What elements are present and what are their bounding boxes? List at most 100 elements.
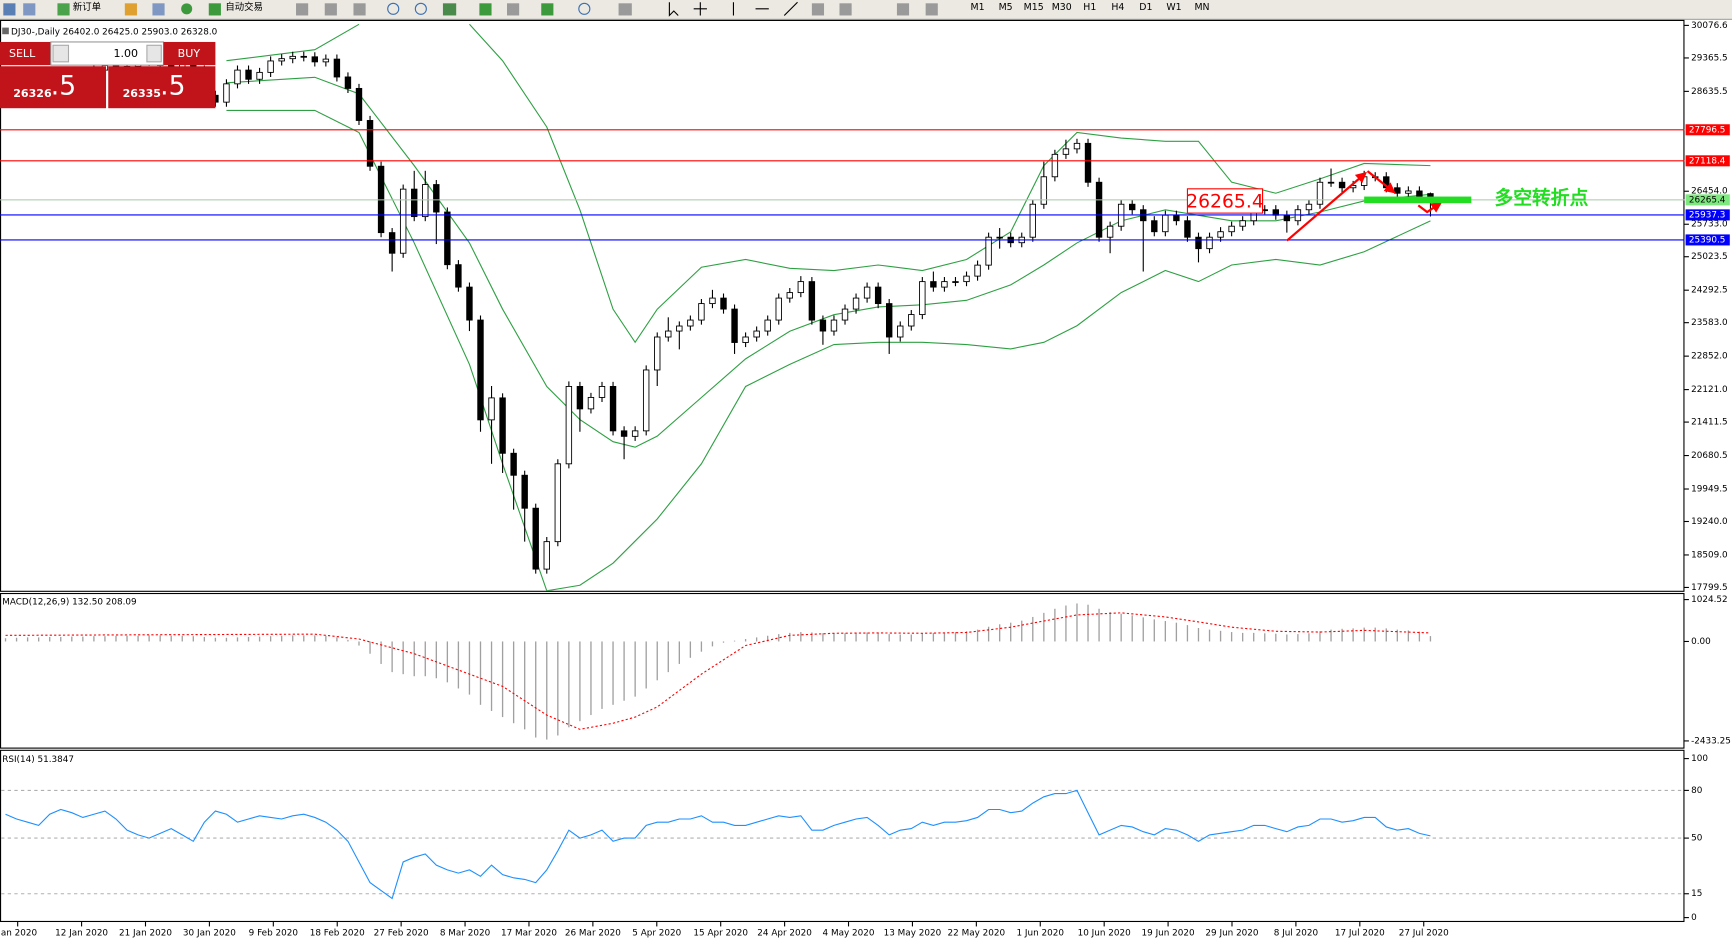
candle-body <box>223 83 230 103</box>
candle-body <box>1106 225 1114 238</box>
x-tick-label: 29 Jun 2020 <box>1205 929 1258 939</box>
candle-body <box>1316 181 1324 205</box>
sell-label[interactable]: SELL <box>9 47 36 60</box>
candle-body <box>687 319 694 327</box>
volume-spinner[interactable] <box>146 44 162 63</box>
candle-body <box>1095 181 1103 238</box>
toolbar-icon[interactable] <box>124 3 137 16</box>
level-label: 27796.5 <box>1689 125 1726 135</box>
date-axis: Jan 2020 12 Jan 2020 21 Jan 2020 30 Jan 202… <box>0 922 1449 939</box>
candle-body <box>1283 214 1291 222</box>
x-tick-label: 27 Jul 2020 <box>1399 929 1449 939</box>
toolbar-icon[interactable] <box>839 3 852 16</box>
crosshair-icon[interactable] <box>693 2 707 16</box>
toolbar <box>0 0 1732 19</box>
toolbar-icon[interactable] <box>442 3 457 16</box>
timeframe-button[interactable]: M5 <box>999 2 1013 13</box>
y-tick-label: 29365.5 <box>1691 53 1728 63</box>
sell-price[interactable]: 26326 <box>13 87 52 100</box>
auto-trading-icon[interactable] <box>208 3 221 16</box>
price-callout-box <box>1186 188 1264 214</box>
toolbar-icon[interactable] <box>296 3 309 16</box>
toolbar-icon[interactable] <box>811 3 825 16</box>
level-label-box <box>1685 234 1730 246</box>
sell-button[interactable] <box>0 41 51 66</box>
y-tick-label: 20680.5 <box>1691 451 1728 461</box>
zoom-in-icon[interactable] <box>387 2 400 15</box>
bollinger-middle <box>226 76 1431 448</box>
x-tick-label: 26 Mar 2020 <box>565 929 621 939</box>
candle-body <box>897 325 904 338</box>
candle-body <box>399 188 407 254</box>
candle-body <box>532 507 539 570</box>
candle-body <box>1327 181 1335 184</box>
toolbar-icon[interactable] <box>925 3 938 16</box>
candle-body <box>908 314 915 327</box>
new-order-icon[interactable] <box>57 3 70 16</box>
sell-price-fraction[interactable]: .5 <box>51 71 76 102</box>
auto-trading-button[interactable]: 自动交易 <box>225 1 263 13</box>
x-tick-label: 1 Jun 2020 <box>1017 929 1065 939</box>
level-label: 25390.5 <box>1689 235 1726 245</box>
buy-button[interactable] <box>163 41 216 66</box>
toolbar-icon[interactable] <box>23 3 36 16</box>
toolbar-icon[interactable] <box>181 3 193 15</box>
candle-body <box>753 330 760 338</box>
down-arrow <box>1366 170 1396 194</box>
macd-chart: 1024.52 0.00 -2433.25 <box>4 595 1731 746</box>
volume-spinner[interactable] <box>52 44 70 63</box>
x-tick-label: 17 Mar 2020 <box>501 929 557 939</box>
candle-body <box>466 286 473 321</box>
timeframe-button[interactable]: H1 <box>1083 2 1096 13</box>
candle-body <box>433 184 440 213</box>
timeframe-button[interactable]: H4 <box>1111 2 1124 13</box>
buy-price-box[interactable] <box>108 66 216 109</box>
timeframe-button[interactable]: M15 <box>1024 2 1044 13</box>
x-tick-label: 24 Apr 2020 <box>757 929 812 939</box>
x-tick-label: 27 Feb 2020 <box>374 929 429 939</box>
main-chart <box>0 23 1685 591</box>
cursor-icon[interactable] <box>668 2 679 17</box>
timeframe-button[interactable]: D1 <box>1139 2 1152 13</box>
candle-body <box>1394 187 1401 194</box>
buy-label[interactable]: BUY <box>178 47 201 60</box>
line-tools[interactable] <box>732 1 798 16</box>
toolbar-icon[interactable] <box>507 3 520 16</box>
toolbar-icon[interactable] <box>3 3 16 16</box>
toolbar-icon[interactable] <box>152 3 165 16</box>
candle-body <box>444 211 451 266</box>
zoom-out-icon[interactable] <box>414 2 427 15</box>
candle-body <box>1029 203 1036 238</box>
x-tick-label: 10 Jun 2020 <box>1078 929 1131 939</box>
candle-body <box>863 286 871 299</box>
buy-price-fraction[interactable]: .5 <box>160 71 185 102</box>
candle-body <box>642 369 650 432</box>
timeframe-button[interactable]: W1 <box>1166 2 1181 13</box>
candle-body <box>874 286 882 305</box>
templates-icon[interactable] <box>618 3 632 16</box>
toolbar-icon[interactable] <box>324 3 337 16</box>
volume-value[interactable]: 1.00 <box>114 47 139 60</box>
timeframe-button[interactable]: M30 <box>1052 2 1072 13</box>
candle-body <box>521 474 528 509</box>
candle-body <box>974 264 981 277</box>
sell-price-box[interactable] <box>0 66 107 109</box>
timeframe-button[interactable]: M1 <box>971 2 985 13</box>
candle-body <box>1217 231 1224 238</box>
candle-body <box>587 396 595 410</box>
toolbar-icon[interactable] <box>353 3 366 16</box>
candle-body <box>985 236 992 266</box>
buy-price[interactable]: 26335 <box>123 87 161 100</box>
candle-body <box>499 397 506 454</box>
candle-body <box>852 297 860 310</box>
new-order-button[interactable]: 新订单 <box>73 1 101 13</box>
periods-icon[interactable] <box>578 2 591 15</box>
y-tick-label: 25023.5 <box>1691 252 1728 262</box>
toolbar-icon[interactable] <box>896 3 910 16</box>
toolbar-icon[interactable] <box>479 3 492 16</box>
timeframe-button[interactable]: MN <box>1194 2 1209 13</box>
y-tick-label: 80 <box>1691 786 1703 796</box>
x-tick-label: 4 May 2020 <box>823 929 875 939</box>
y-tick-label: 21411.5 <box>1691 418 1728 428</box>
indicators-icon[interactable] <box>541 3 554 16</box>
